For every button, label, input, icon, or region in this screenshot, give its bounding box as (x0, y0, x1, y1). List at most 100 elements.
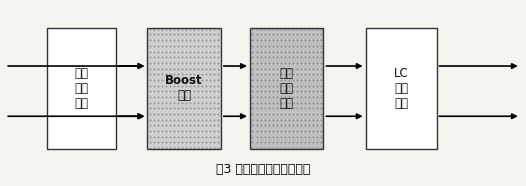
Point (309, 61, 317, 64)
Point (186, 118, 194, 121)
Point (162, 95, 170, 98)
Point (174, 107, 183, 110)
Point (265, 78, 273, 81)
Point (252, 129, 261, 132)
Point (288, 33, 297, 36)
Point (186, 141, 194, 144)
Point (268, 73, 277, 76)
Point (198, 67, 206, 70)
Point (260, 90, 269, 93)
Point (154, 84, 162, 87)
Point (182, 107, 190, 110)
Point (202, 107, 210, 110)
Point (210, 84, 218, 87)
Point (170, 73, 178, 76)
Point (260, 112, 269, 115)
Point (312, 27, 321, 30)
Point (162, 90, 170, 93)
Point (277, 118, 285, 121)
Point (268, 112, 277, 115)
Point (182, 118, 190, 121)
Point (305, 146, 313, 149)
Point (252, 101, 261, 104)
Point (206, 107, 215, 110)
Point (280, 146, 289, 149)
Point (182, 33, 190, 36)
Point (280, 135, 289, 138)
Point (292, 129, 301, 132)
Point (305, 78, 313, 81)
Point (252, 107, 261, 110)
Point (288, 61, 297, 64)
Point (292, 44, 301, 47)
Point (166, 67, 174, 70)
Point (309, 84, 317, 87)
Point (268, 95, 277, 98)
Point (248, 141, 257, 144)
Point (206, 118, 215, 121)
Point (202, 135, 210, 138)
Point (210, 33, 218, 36)
Point (317, 146, 325, 149)
Point (272, 33, 281, 36)
Point (285, 112, 293, 115)
Point (174, 124, 183, 127)
Point (166, 124, 174, 127)
Point (202, 50, 210, 53)
Point (150, 39, 158, 42)
Point (178, 67, 186, 70)
Point (285, 73, 293, 76)
Point (268, 78, 277, 81)
Point (210, 56, 218, 59)
Point (248, 90, 257, 93)
Point (272, 95, 281, 98)
Point (150, 118, 158, 121)
Point (288, 73, 297, 76)
Point (300, 141, 309, 144)
Point (158, 95, 166, 98)
Point (210, 112, 218, 115)
Point (265, 73, 273, 76)
Point (146, 107, 154, 110)
Point (256, 44, 265, 47)
Point (297, 33, 305, 36)
Point (146, 112, 154, 115)
Point (312, 56, 321, 59)
Bar (250, 28, 323, 149)
Point (198, 56, 206, 59)
Point (162, 129, 170, 132)
Point (190, 33, 198, 36)
Point (166, 50, 174, 53)
Point (312, 84, 321, 87)
Point (158, 124, 166, 127)
Bar (47, 28, 116, 149)
Point (150, 112, 158, 115)
Point (248, 129, 257, 132)
Point (312, 101, 321, 104)
Point (210, 44, 218, 47)
Point (256, 112, 265, 115)
Point (198, 101, 206, 104)
Point (272, 78, 281, 81)
Point (214, 141, 222, 144)
Point (272, 56, 281, 59)
Point (277, 101, 285, 104)
Point (256, 56, 265, 59)
Point (317, 44, 325, 47)
Point (194, 61, 203, 64)
Point (146, 101, 154, 104)
Point (166, 61, 174, 64)
Point (146, 73, 154, 76)
Point (194, 107, 203, 110)
Point (317, 84, 325, 87)
Point (158, 135, 166, 138)
Point (198, 44, 206, 47)
Point (158, 33, 166, 36)
Point (194, 84, 203, 87)
Point (202, 112, 210, 115)
Point (260, 67, 269, 70)
Point (288, 135, 297, 138)
Point (158, 107, 166, 110)
Point (194, 78, 203, 81)
Point (309, 39, 317, 42)
